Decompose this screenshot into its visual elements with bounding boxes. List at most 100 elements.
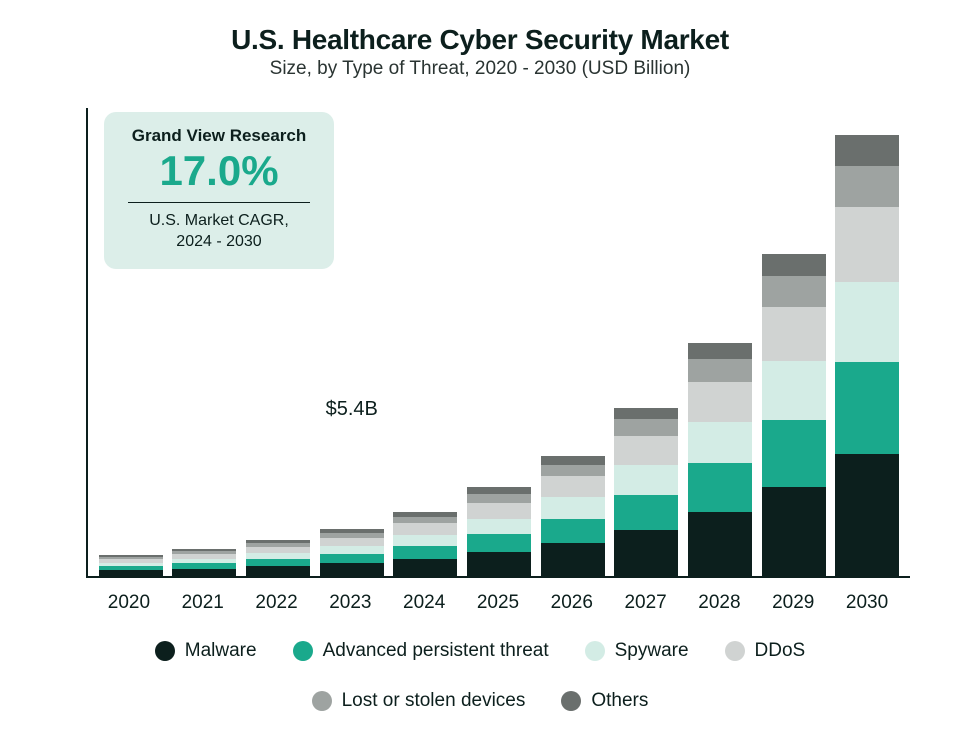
legend-item: Others xyxy=(561,690,648,712)
bar-column xyxy=(94,108,168,576)
legend-label: Lost or stolen devices xyxy=(342,690,526,712)
bar-segment xyxy=(688,343,752,360)
bar-segment xyxy=(467,494,531,503)
bar-segment xyxy=(320,554,384,563)
stacked-bar xyxy=(320,427,384,576)
bar-column xyxy=(757,108,831,576)
bar-segment xyxy=(688,422,752,464)
axes: $5.4B xyxy=(86,108,910,578)
bar-segment xyxy=(762,276,826,307)
bar-segment xyxy=(614,408,678,420)
legend-swatch xyxy=(312,691,332,711)
bar-column xyxy=(389,108,463,576)
bar-segment xyxy=(688,463,752,512)
legend-swatch xyxy=(293,641,313,661)
bar-segment xyxy=(99,570,163,576)
legend-item: DDoS xyxy=(725,640,806,662)
bar-segment xyxy=(467,534,531,552)
bar-segment xyxy=(835,282,899,362)
legend-item: Malware xyxy=(155,640,257,662)
bar-segment xyxy=(614,530,678,576)
bar-segment xyxy=(688,382,752,422)
bar-segment xyxy=(393,535,457,546)
x-axis-label: 2024 xyxy=(387,582,461,618)
legend-item: Advanced persistent threat xyxy=(293,640,549,662)
chart-plot-area: Grand View Research 17.0% U.S. Market CA… xyxy=(40,98,920,618)
bar-segment xyxy=(688,512,752,576)
bar-column xyxy=(609,108,683,576)
x-axis-label: 2021 xyxy=(166,582,240,618)
x-axis-label: 2025 xyxy=(461,582,535,618)
bar-segment xyxy=(762,487,826,576)
legend-item: Lost or stolen devices xyxy=(312,690,526,712)
bar-segment xyxy=(172,569,236,576)
bars-group: $5.4B xyxy=(88,108,910,576)
bar-segment xyxy=(393,523,457,534)
stacked-bar xyxy=(688,246,752,576)
x-axis-label: 2030 xyxy=(830,582,904,618)
bar-segment xyxy=(320,546,384,554)
x-axis-label: 2020 xyxy=(92,582,166,618)
bar-segment xyxy=(467,487,531,494)
legend-label: Malware xyxy=(185,640,257,662)
bar-segment xyxy=(688,359,752,381)
stacked-bar xyxy=(762,188,826,576)
bar-segment xyxy=(467,503,531,519)
bar-segment xyxy=(393,517,457,524)
bar-segment xyxy=(614,465,678,496)
x-axis-label: 2027 xyxy=(609,582,683,618)
bar-segment xyxy=(762,254,826,276)
bar-segment xyxy=(762,307,826,362)
x-axis-label: 2026 xyxy=(535,582,609,618)
bar-segment xyxy=(614,436,678,465)
stacked-bar xyxy=(246,447,310,576)
bar-segment xyxy=(246,566,310,576)
stacked-bar xyxy=(393,403,457,576)
stacked-bar xyxy=(835,122,899,576)
bar-column xyxy=(241,108,315,576)
bar-segment xyxy=(393,559,457,576)
x-axis-label: 2028 xyxy=(683,582,757,618)
bar-column xyxy=(830,108,904,576)
bar-segment xyxy=(835,135,899,166)
x-axis-label: 2023 xyxy=(313,582,387,618)
bar-segment xyxy=(541,476,605,497)
chart-container: U.S. Healthcare Cyber Security Market Si… xyxy=(0,0,960,732)
x-axis-label: 2022 xyxy=(240,582,314,618)
bar-segment xyxy=(320,538,384,546)
bar-segment xyxy=(835,207,899,282)
chart-title: U.S. Healthcare Cyber Security Market xyxy=(40,24,920,56)
legend-label: DDoS xyxy=(755,640,806,662)
legend-swatch xyxy=(155,641,175,661)
bar-segment xyxy=(541,543,605,576)
stacked-bar xyxy=(172,463,236,576)
stacked-bar xyxy=(467,372,531,576)
bar-value-label: $5.4B xyxy=(326,398,378,427)
x-axis-labels: 2020202120222023202420252026202720282029… xyxy=(86,582,910,618)
legend-label: Advanced persistent threat xyxy=(323,640,549,662)
bar-segment xyxy=(541,519,605,543)
legend: Malware Advanced persistent threat Spyware… xyxy=(40,640,920,712)
legend-label: Spyware xyxy=(615,640,689,662)
stacked-bar xyxy=(541,339,605,576)
chart-header: U.S. Healthcare Cyber Security Market Si… xyxy=(40,24,920,80)
bar-segment xyxy=(541,497,605,519)
bar-segment xyxy=(614,495,678,530)
bar-segment xyxy=(614,419,678,436)
x-axis-label: 2029 xyxy=(756,582,830,618)
bar-segment xyxy=(541,465,605,477)
bar-column xyxy=(168,108,242,576)
bar-segment xyxy=(762,361,826,419)
bar-segment xyxy=(320,563,384,576)
bar-segment xyxy=(246,559,310,566)
legend-swatch xyxy=(561,691,581,711)
bar-segment xyxy=(393,546,457,559)
bar-column xyxy=(462,108,536,576)
bar-segment xyxy=(467,519,531,535)
stacked-bar xyxy=(99,477,163,576)
legend-item: Spyware xyxy=(585,640,689,662)
legend-swatch xyxy=(725,641,745,661)
bar-segment xyxy=(835,166,899,207)
bar-segment xyxy=(835,362,899,454)
bar-column xyxy=(683,108,757,576)
